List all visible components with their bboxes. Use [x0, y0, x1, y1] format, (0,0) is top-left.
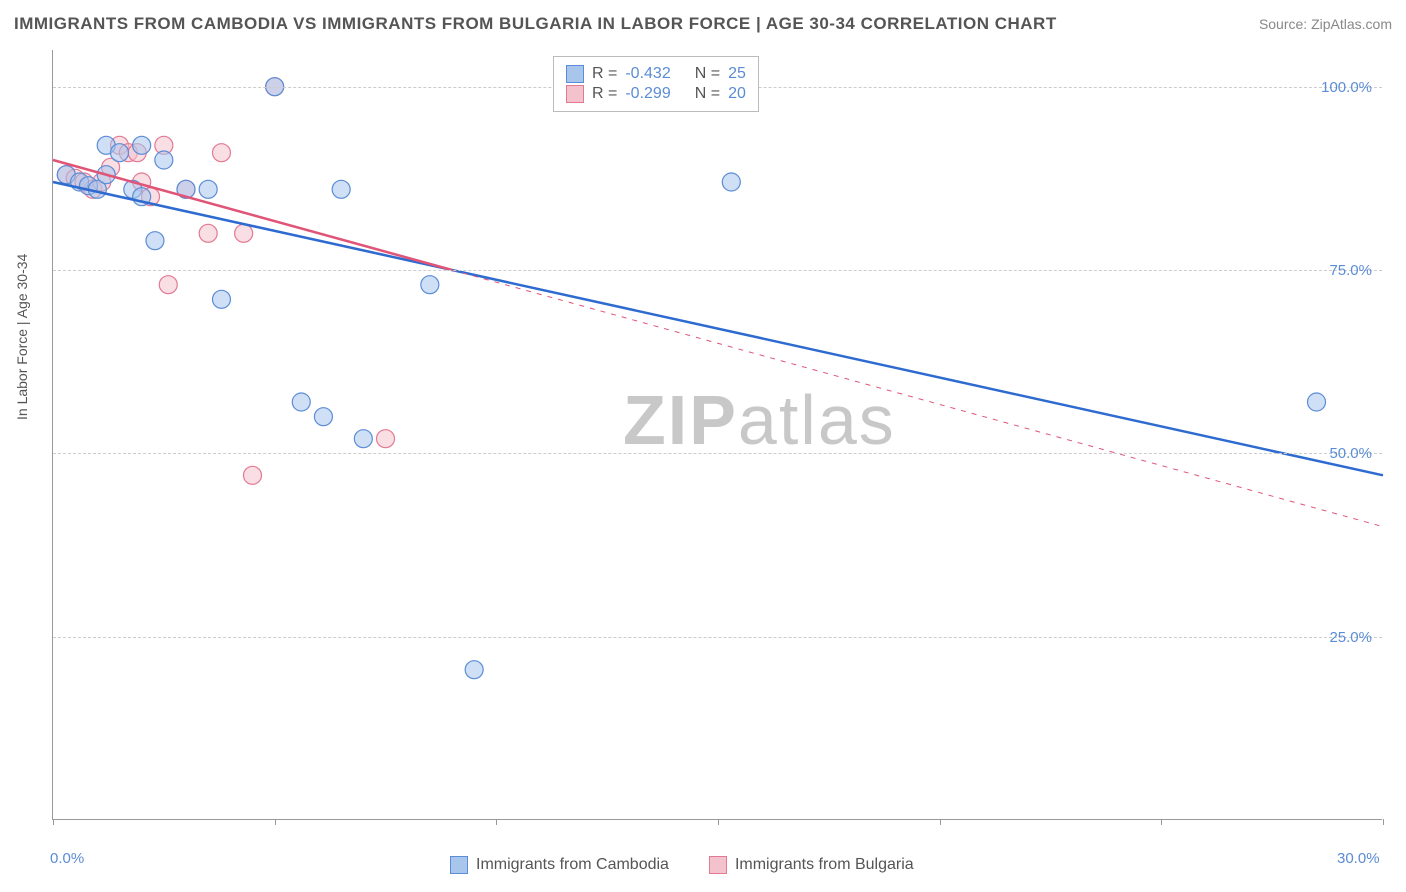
x-tick-label: 30.0% — [1337, 850, 1380, 867]
x-tick — [275, 819, 276, 825]
n-label: N = — [695, 65, 720, 83]
data-point — [111, 144, 129, 162]
x-tick — [496, 819, 497, 825]
n-value: 25 — [728, 65, 746, 83]
data-point — [155, 151, 173, 169]
data-point — [235, 224, 253, 242]
n-label: N = — [695, 85, 720, 103]
chart-title: IMMIGRANTS FROM CAMBODIA VS IMMIGRANTS F… — [14, 14, 1057, 34]
x-tick-label: 0.0% — [50, 850, 84, 867]
x-tick — [1383, 819, 1384, 825]
data-point — [332, 180, 350, 198]
legend-label: Immigrants from Bulgaria — [735, 856, 914, 874]
gridline — [53, 637, 1382, 638]
legend-swatch — [450, 856, 468, 874]
chart-svg — [53, 50, 1382, 819]
y-tick-label: 100.0% — [1312, 79, 1372, 96]
chart-source: Source: ZipAtlas.com — [1259, 16, 1392, 32]
r-value: -0.432 — [625, 65, 670, 83]
data-point — [722, 173, 740, 191]
x-tick — [718, 819, 719, 825]
x-tick — [53, 819, 54, 825]
data-point — [377, 430, 395, 448]
y-tick-label: 75.0% — [1312, 262, 1372, 279]
data-point — [199, 224, 217, 242]
legend-swatch — [566, 85, 584, 103]
legend-swatch — [566, 65, 584, 83]
legend-item: Immigrants from Bulgaria — [709, 856, 914, 874]
data-point — [1308, 393, 1326, 411]
data-point — [199, 180, 217, 198]
r-label: R = — [592, 65, 617, 83]
legend-label: Immigrants from Cambodia — [476, 856, 669, 874]
legend-swatch — [709, 856, 727, 874]
x-tick — [1161, 819, 1162, 825]
r-label: R = — [592, 85, 617, 103]
gridline — [53, 453, 1382, 454]
y-axis-label: In Labor Force | Age 30-34 — [14, 254, 30, 420]
data-point — [314, 408, 332, 426]
data-point — [133, 136, 151, 154]
x-tick — [940, 819, 941, 825]
data-point — [244, 466, 262, 484]
data-point — [465, 661, 483, 679]
data-point — [146, 232, 164, 250]
n-value: 20 — [728, 85, 746, 103]
stats-box: R = -0.432 N = 25 R = -0.299 N = 20 — [553, 56, 759, 112]
gridline — [53, 270, 1382, 271]
legend-item: Immigrants from Cambodia — [450, 856, 669, 874]
y-tick-label: 25.0% — [1312, 629, 1372, 646]
data-point — [292, 393, 310, 411]
data-point — [212, 290, 230, 308]
r-value: -0.299 — [625, 85, 670, 103]
data-point — [159, 276, 177, 294]
trend-line — [53, 160, 452, 270]
y-tick-label: 50.0% — [1312, 445, 1372, 462]
data-point — [354, 430, 372, 448]
plot-area: ZIPatlas R =-0.432N =25R =-0.299N =20 — [52, 50, 1382, 820]
chart-header: IMMIGRANTS FROM CAMBODIA VS IMMIGRANTS F… — [14, 14, 1392, 34]
stats-row: R = -0.299 N = 20 — [566, 85, 746, 103]
trend-line — [53, 182, 1383, 475]
data-point — [421, 276, 439, 294]
trend-line-extrapolated — [452, 270, 1383, 527]
bottom-legend: Immigrants from Cambodia Immigrants from … — [450, 856, 914, 874]
stats-row: R = -0.432 N = 25 — [566, 65, 746, 83]
data-point — [212, 144, 230, 162]
